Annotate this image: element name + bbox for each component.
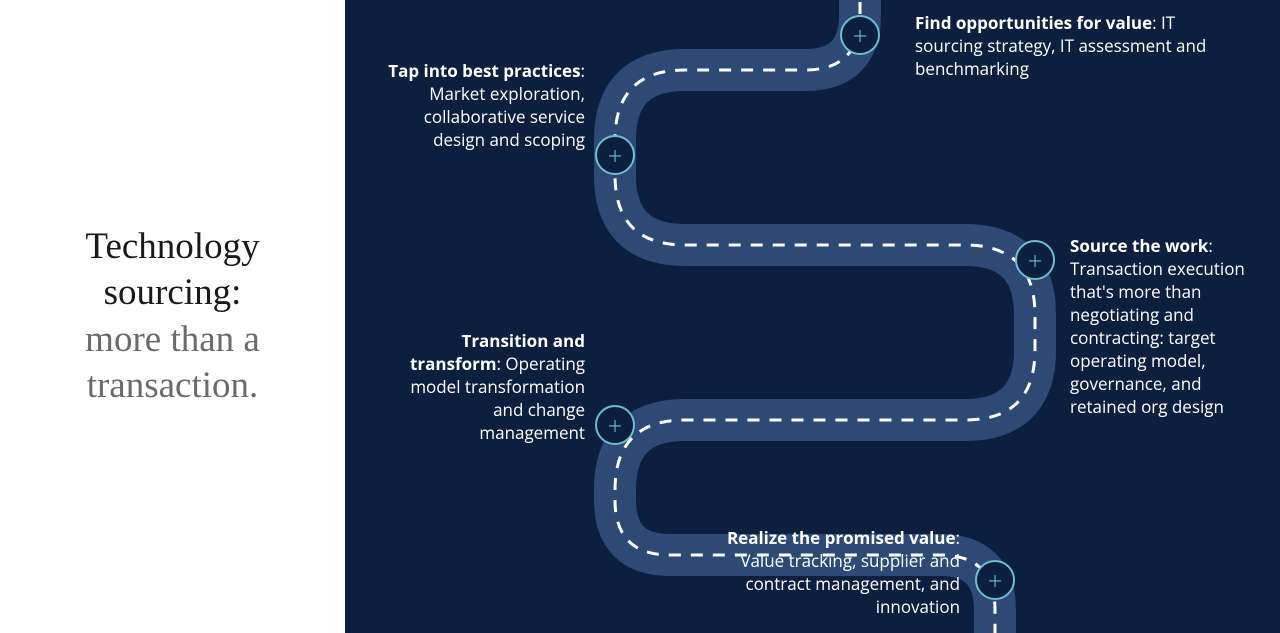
plus-icon: +	[608, 142, 623, 168]
callout-heading: Realize the promised value	[727, 526, 956, 549]
callout-heading: Tap into best practices	[388, 59, 580, 82]
node-marker-source-the-work[interactable]: +	[1015, 240, 1055, 280]
callout-body: : Transaction execution that's more than…	[1070, 234, 1245, 418]
title-line1: Technology sourcing:	[85, 226, 259, 313]
callout-transition-transform: Transition and transform: Operating mode…	[385, 330, 585, 445]
node-marker-transition-transform[interactable]: +	[595, 405, 635, 445]
plus-icon: +	[1028, 247, 1043, 273]
node-marker-tap-best-practices[interactable]: +	[595, 135, 635, 175]
title-block: Technology sourcing: more than a transac…	[30, 224, 315, 409]
plus-icon: +	[988, 567, 1003, 593]
callout-source-the-work: Source the work: Transaction execution t…	[1070, 235, 1270, 419]
node-marker-find-opportunities[interactable]: +	[840, 15, 880, 55]
callout-realize-value: Realize the promised value: Value tracki…	[695, 527, 960, 619]
callout-heading: Find opportunities for value	[915, 11, 1152, 34]
title-line2: more than a transaction.	[85, 319, 260, 406]
right-panel: + Find opportunities for value: IT sourci…	[345, 0, 1280, 633]
left-panel: Technology sourcing: more than a transac…	[0, 0, 345, 633]
node-marker-realize-value[interactable]: +	[975, 560, 1015, 600]
callout-find-opportunities: Find opportunities for value: IT sourcin…	[915, 12, 1225, 81]
plus-icon: +	[853, 22, 868, 48]
plus-icon: +	[608, 412, 623, 438]
callout-heading: Source the work	[1070, 234, 1208, 257]
page-container: Technology sourcing: more than a transac…	[0, 0, 1280, 633]
callout-tap-best-practices: Tap into best practices: Market explorat…	[375, 60, 585, 152]
